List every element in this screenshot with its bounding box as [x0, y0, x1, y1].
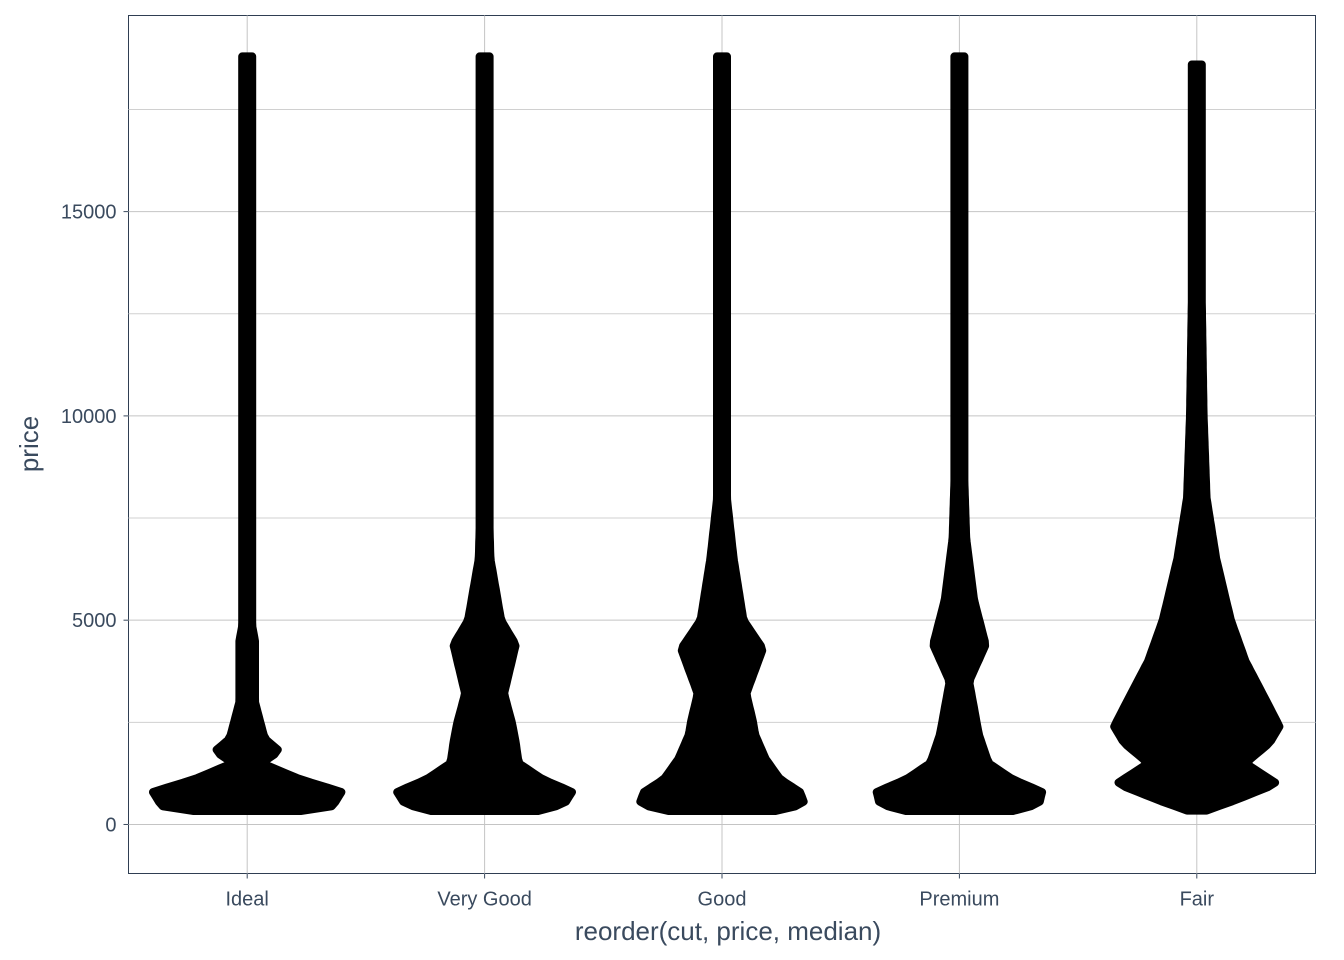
y-tick-label: 0	[105, 814, 116, 836]
x-tick-label: Good	[698, 889, 747, 911]
swarm-premium	[872, 52, 1047, 815]
swarm-body	[149, 52, 346, 815]
x-tick-label: Very Good	[437, 889, 532, 911]
y-axis-ticks: 0 5000 10000 15000	[61, 202, 129, 836]
x-axis-title: reorder(cut, price, median)	[575, 916, 881, 946]
y-tick-label: 10000	[61, 406, 117, 428]
x-axis-ticks: Ideal Very Good Good Premium Fair	[226, 873, 1215, 911]
swarm-body	[636, 52, 808, 815]
swarm-body	[872, 52, 1047, 815]
swarm-ideal	[149, 52, 346, 815]
swarm-layer	[149, 52, 1284, 815]
swarm-good	[636, 52, 808, 815]
x-tick-label: Fair	[1180, 889, 1215, 911]
swarm-body	[1110, 60, 1284, 815]
x-tick-label: Premium	[919, 889, 999, 911]
y-axis-title: price	[14, 416, 44, 472]
y-tick-label: 15000	[61, 202, 117, 224]
swarm-very-good	[393, 52, 576, 815]
swarm-fair	[1110, 60, 1284, 815]
y-tick-label: 5000	[72, 610, 117, 632]
x-tick-label: Ideal	[226, 889, 269, 911]
swarm-body	[393, 52, 576, 815]
